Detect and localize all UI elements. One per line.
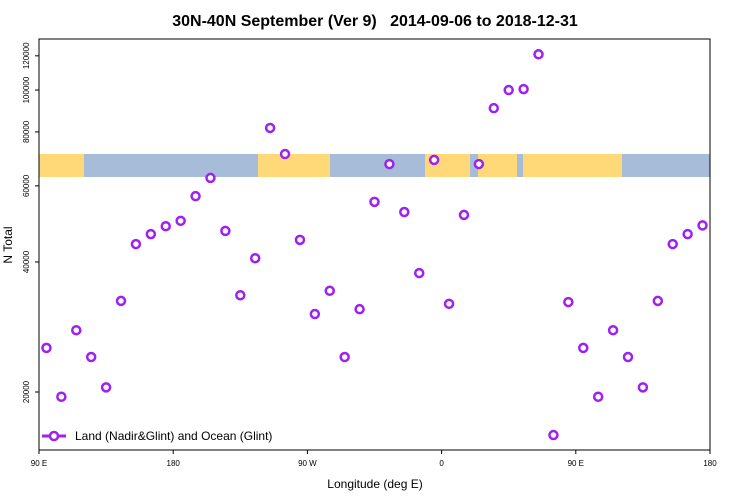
data-point (697, 220, 708, 231)
legend: Land (Nadir&Glint) and Ocean (Glint) (42, 429, 272, 443)
data-point (175, 215, 186, 227)
x-tick-label: 180 (167, 459, 181, 468)
y-tick-label: 60000 (22, 174, 31, 197)
land-area (523, 154, 622, 177)
data-point (533, 49, 544, 60)
data-point (324, 285, 336, 297)
data-point (563, 296, 574, 308)
data-point (85, 351, 97, 363)
data-point (443, 298, 455, 310)
y-axis-label: N Total (1, 226, 15, 263)
x-tick-label: 90 W (298, 459, 317, 468)
data-point (145, 228, 157, 240)
data-point (548, 429, 559, 441)
data-point (309, 308, 321, 320)
x-tick-label: 180 (703, 459, 717, 468)
map-band (39, 154, 710, 177)
data-point (592, 391, 604, 402)
data-point (458, 209, 470, 221)
data-point (294, 234, 306, 246)
data-point (503, 84, 514, 96)
data-point (279, 148, 291, 160)
data-point (160, 220, 171, 232)
chart-title: 30N-40N September (Ver 9) 2014-09-06 to … (172, 13, 578, 30)
data-point (235, 289, 246, 301)
data-point (339, 351, 350, 363)
x-tick-label: 0 (439, 459, 444, 468)
data-point (190, 190, 201, 202)
y-tick-label: 20000 (22, 380, 31, 403)
data-point (384, 158, 395, 170)
data-point (249, 252, 261, 264)
data-point (473, 158, 485, 170)
data-point (205, 172, 216, 184)
data-point (115, 295, 127, 307)
data-point (488, 102, 500, 114)
x-tick-label: 90 E (568, 459, 584, 468)
data-point (71, 324, 82, 336)
y-tick-label: 80000 (22, 120, 31, 143)
data-point (130, 238, 142, 250)
data-point (220, 225, 231, 237)
data-point (607, 324, 619, 336)
data-point (264, 122, 276, 134)
data-point (399, 206, 410, 218)
data-point (637, 382, 649, 393)
data-point (518, 83, 529, 95)
y-tick-label: 100000 (22, 76, 31, 103)
data-point (682, 228, 693, 240)
data-point (100, 382, 112, 393)
data-point (667, 238, 678, 250)
data-point (354, 303, 365, 315)
land-area (258, 154, 330, 177)
y-tick-label: 40000 (22, 250, 31, 273)
data-point (41, 342, 52, 354)
x-axis-label: Longitude (deg E) (327, 477, 422, 491)
data-point (369, 196, 380, 208)
land-area (478, 154, 517, 177)
data-point (652, 295, 664, 307)
legend-marker (48, 430, 60, 442)
data-point (428, 154, 440, 166)
data-point (413, 267, 425, 279)
legend-label: Land (Nadir&Glint) and Ocean (Glint) (75, 429, 272, 443)
y-tick-label: 120000 (22, 42, 31, 69)
land-area (39, 154, 84, 177)
data-point (622, 351, 634, 363)
data-point (578, 342, 589, 354)
x-tick-label: 90 E (31, 459, 47, 468)
data-point (56, 391, 67, 402)
